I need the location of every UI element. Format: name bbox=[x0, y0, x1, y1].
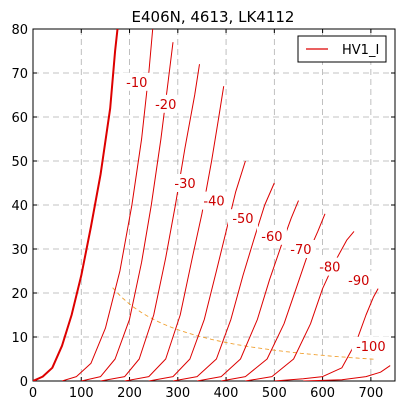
x-tick-label: 500 bbox=[262, 386, 287, 401]
curve-label: -40 bbox=[203, 195, 224, 210]
x-tick-label: 300 bbox=[165, 386, 190, 401]
curve-label: -20 bbox=[155, 98, 176, 113]
curve-label-bg bbox=[256, 226, 287, 245]
curve-label-bg bbox=[121, 72, 152, 91]
series-line-neg60 bbox=[172, 182, 275, 381]
curve-label-bg bbox=[285, 240, 316, 258]
chart-title: E406N, 4613, LK4112 bbox=[132, 8, 295, 26]
curve-label-group: -60 bbox=[256, 226, 287, 245]
series-line-0 bbox=[33, 29, 119, 381]
curve-label: -100 bbox=[356, 340, 386, 355]
curve-label: -10 bbox=[126, 76, 147, 91]
curve-label-group: -10 bbox=[121, 72, 152, 91]
x-tick-label: 0 bbox=[29, 386, 37, 401]
x-tick-label: 600 bbox=[310, 386, 335, 401]
series-layer bbox=[33, 29, 391, 381]
series-line-neg80 bbox=[221, 213, 326, 381]
series-line-neg50 bbox=[148, 160, 246, 381]
curve-label-bg bbox=[170, 174, 201, 192]
y-tick-label: 80 bbox=[11, 23, 28, 38]
curve-label-group: -80 bbox=[314, 257, 345, 276]
y-tick-label: 70 bbox=[11, 67, 28, 82]
curve-label-bg bbox=[314, 257, 345, 276]
curve-label-bg bbox=[227, 209, 258, 228]
y-tick-label: 30 bbox=[11, 243, 28, 258]
series-line-neg100 bbox=[274, 288, 379, 381]
y-tick-label: 60 bbox=[11, 111, 28, 126]
legend-label: HV1_I bbox=[342, 43, 379, 58]
curve-label-group: -50 bbox=[227, 209, 258, 228]
series-line-neg10 bbox=[61, 29, 154, 381]
curve-label-bg bbox=[199, 191, 229, 210]
curve-label-group: -20 bbox=[150, 94, 181, 113]
series-line-neg30 bbox=[100, 64, 200, 381]
x-tick-label: 200 bbox=[117, 386, 142, 401]
legend: HV1_I bbox=[297, 35, 387, 63]
axes: 0 100 200 300 400 500 600 700 0 10 20 30 40 50 60 70 80 bbox=[11, 23, 396, 401]
curve-label-group: -40 bbox=[199, 191, 229, 210]
x-tick-label: 700 bbox=[358, 386, 383, 401]
series-line-neg70 bbox=[197, 200, 299, 381]
series-line-neg90 bbox=[245, 231, 355, 381]
curve-label-bg bbox=[343, 270, 374, 289]
curve-label-group: -90 bbox=[343, 270, 374, 289]
curve-label-bg bbox=[150, 94, 181, 113]
curve-label-bg bbox=[351, 336, 390, 355]
series-line-neg40 bbox=[124, 86, 225, 381]
y-tick-label: 40 bbox=[11, 199, 28, 214]
x-tick-label: 100 bbox=[69, 386, 94, 401]
curve-label: -80 bbox=[319, 261, 340, 276]
curve-label: -90 bbox=[348, 274, 369, 289]
curve-label: -60 bbox=[261, 230, 282, 245]
series-line-neg110 bbox=[303, 365, 391, 381]
curve-label-group: -70 bbox=[285, 240, 316, 258]
curve-label: -50 bbox=[232, 212, 253, 227]
curve-label-group: -100 bbox=[351, 336, 390, 355]
curve-label-group: -30 bbox=[170, 174, 201, 192]
curve-label: -30 bbox=[174, 177, 195, 192]
y-tick-label: 10 bbox=[11, 331, 28, 346]
curve-label-layer: -10 -20 -30 -40 -50 -60 -70 -80 -90 -100 bbox=[121, 72, 390, 355]
curve-label: -70 bbox=[290, 243, 311, 258]
y-tick-label: 50 bbox=[11, 155, 28, 170]
y-tick-label: 0 bbox=[20, 375, 28, 390]
x-tick-label: 400 bbox=[214, 386, 239, 401]
y-tick-label: 20 bbox=[11, 287, 28, 302]
